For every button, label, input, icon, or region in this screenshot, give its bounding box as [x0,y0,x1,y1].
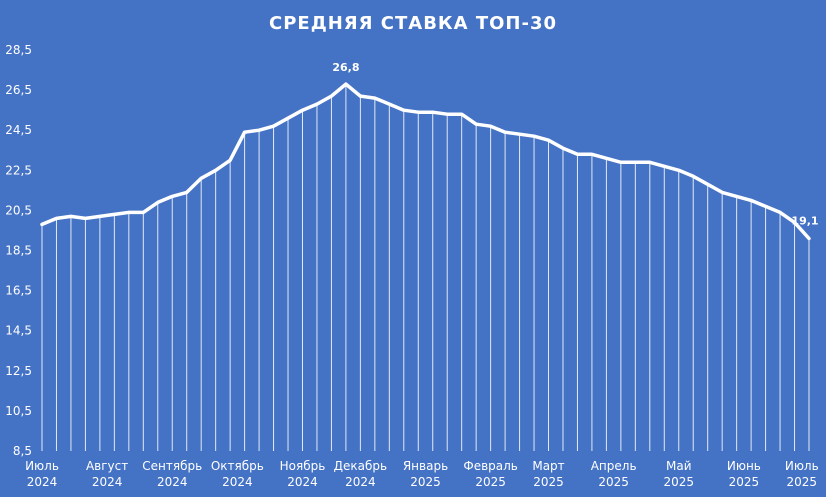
data-label: 19,1 [791,214,818,227]
drop-lines [41,84,810,451]
x-tick-year: 2025 [729,475,760,489]
x-tick-month: Август [86,459,128,473]
series-group [40,82,811,241]
x-tick-year: 2025 [786,475,817,489]
chart-title: СРЕДНЯЯ СТАВКА ТОП-30 [269,13,557,34]
x-tick-year: 2024 [222,475,253,489]
x-tick-month: Май [666,459,692,473]
x-axis: Июль 2024 Август 2024 Сентябрь 2024 Октябрь 202… [25,459,819,489]
x-tick-month: Октябрь [211,459,264,473]
x-tick-month: Январь [403,459,448,473]
x-tick-month: Июль [25,459,59,473]
x-tick-year: 2024 [157,475,188,489]
y-tick-label: 20,5 [5,203,32,217]
x-tick-month: Июнь [727,459,761,473]
x-tick-year: 2025 [410,475,441,489]
x-tick-year: 2025 [475,475,506,489]
x-tick-year: 2024 [345,475,376,489]
x-tick-year: 2025 [533,475,564,489]
y-tick-label: 24,5 [5,123,32,137]
x-tick-year: 2024 [287,475,318,489]
x-tick-year: 2024 [92,475,123,489]
x-tick-year: 2025 [663,475,694,489]
y-tick-label: 10,5 [5,404,32,418]
y-tick-label: 18,5 [5,244,32,258]
x-tick-month: Апрель [591,459,637,473]
x-tick-month: Сентябрь [142,459,202,473]
x-tick-month: Март [532,459,564,473]
x-tick-month: Февраль [463,459,518,473]
y-axis: 8,5 10,5 12,5 14,5 16,5 18,5 20,5 22,5 24,5 26,5 2… [5,43,32,458]
x-tick-year: 2025 [598,475,629,489]
x-tick-month: Июль [785,459,819,473]
x-tick-year: 2024 [27,475,58,489]
x-tick-month: Декабрь [334,459,387,473]
y-tick-label: 26,5 [5,83,32,97]
y-tick-label: 12,5 [5,364,32,378]
data-labels: 26,8 19,1 [332,61,818,227]
series-line [40,82,811,241]
y-tick-label: 22,5 [5,163,32,177]
y-tick-label: 8,5 [13,444,32,458]
data-label: 26,8 [332,61,359,74]
y-tick-label: 16,5 [5,284,32,298]
y-tick-label: 28,5 [5,43,32,57]
x-tick-month: Ноябрь [280,459,326,473]
y-tick-label: 14,5 [5,324,32,338]
